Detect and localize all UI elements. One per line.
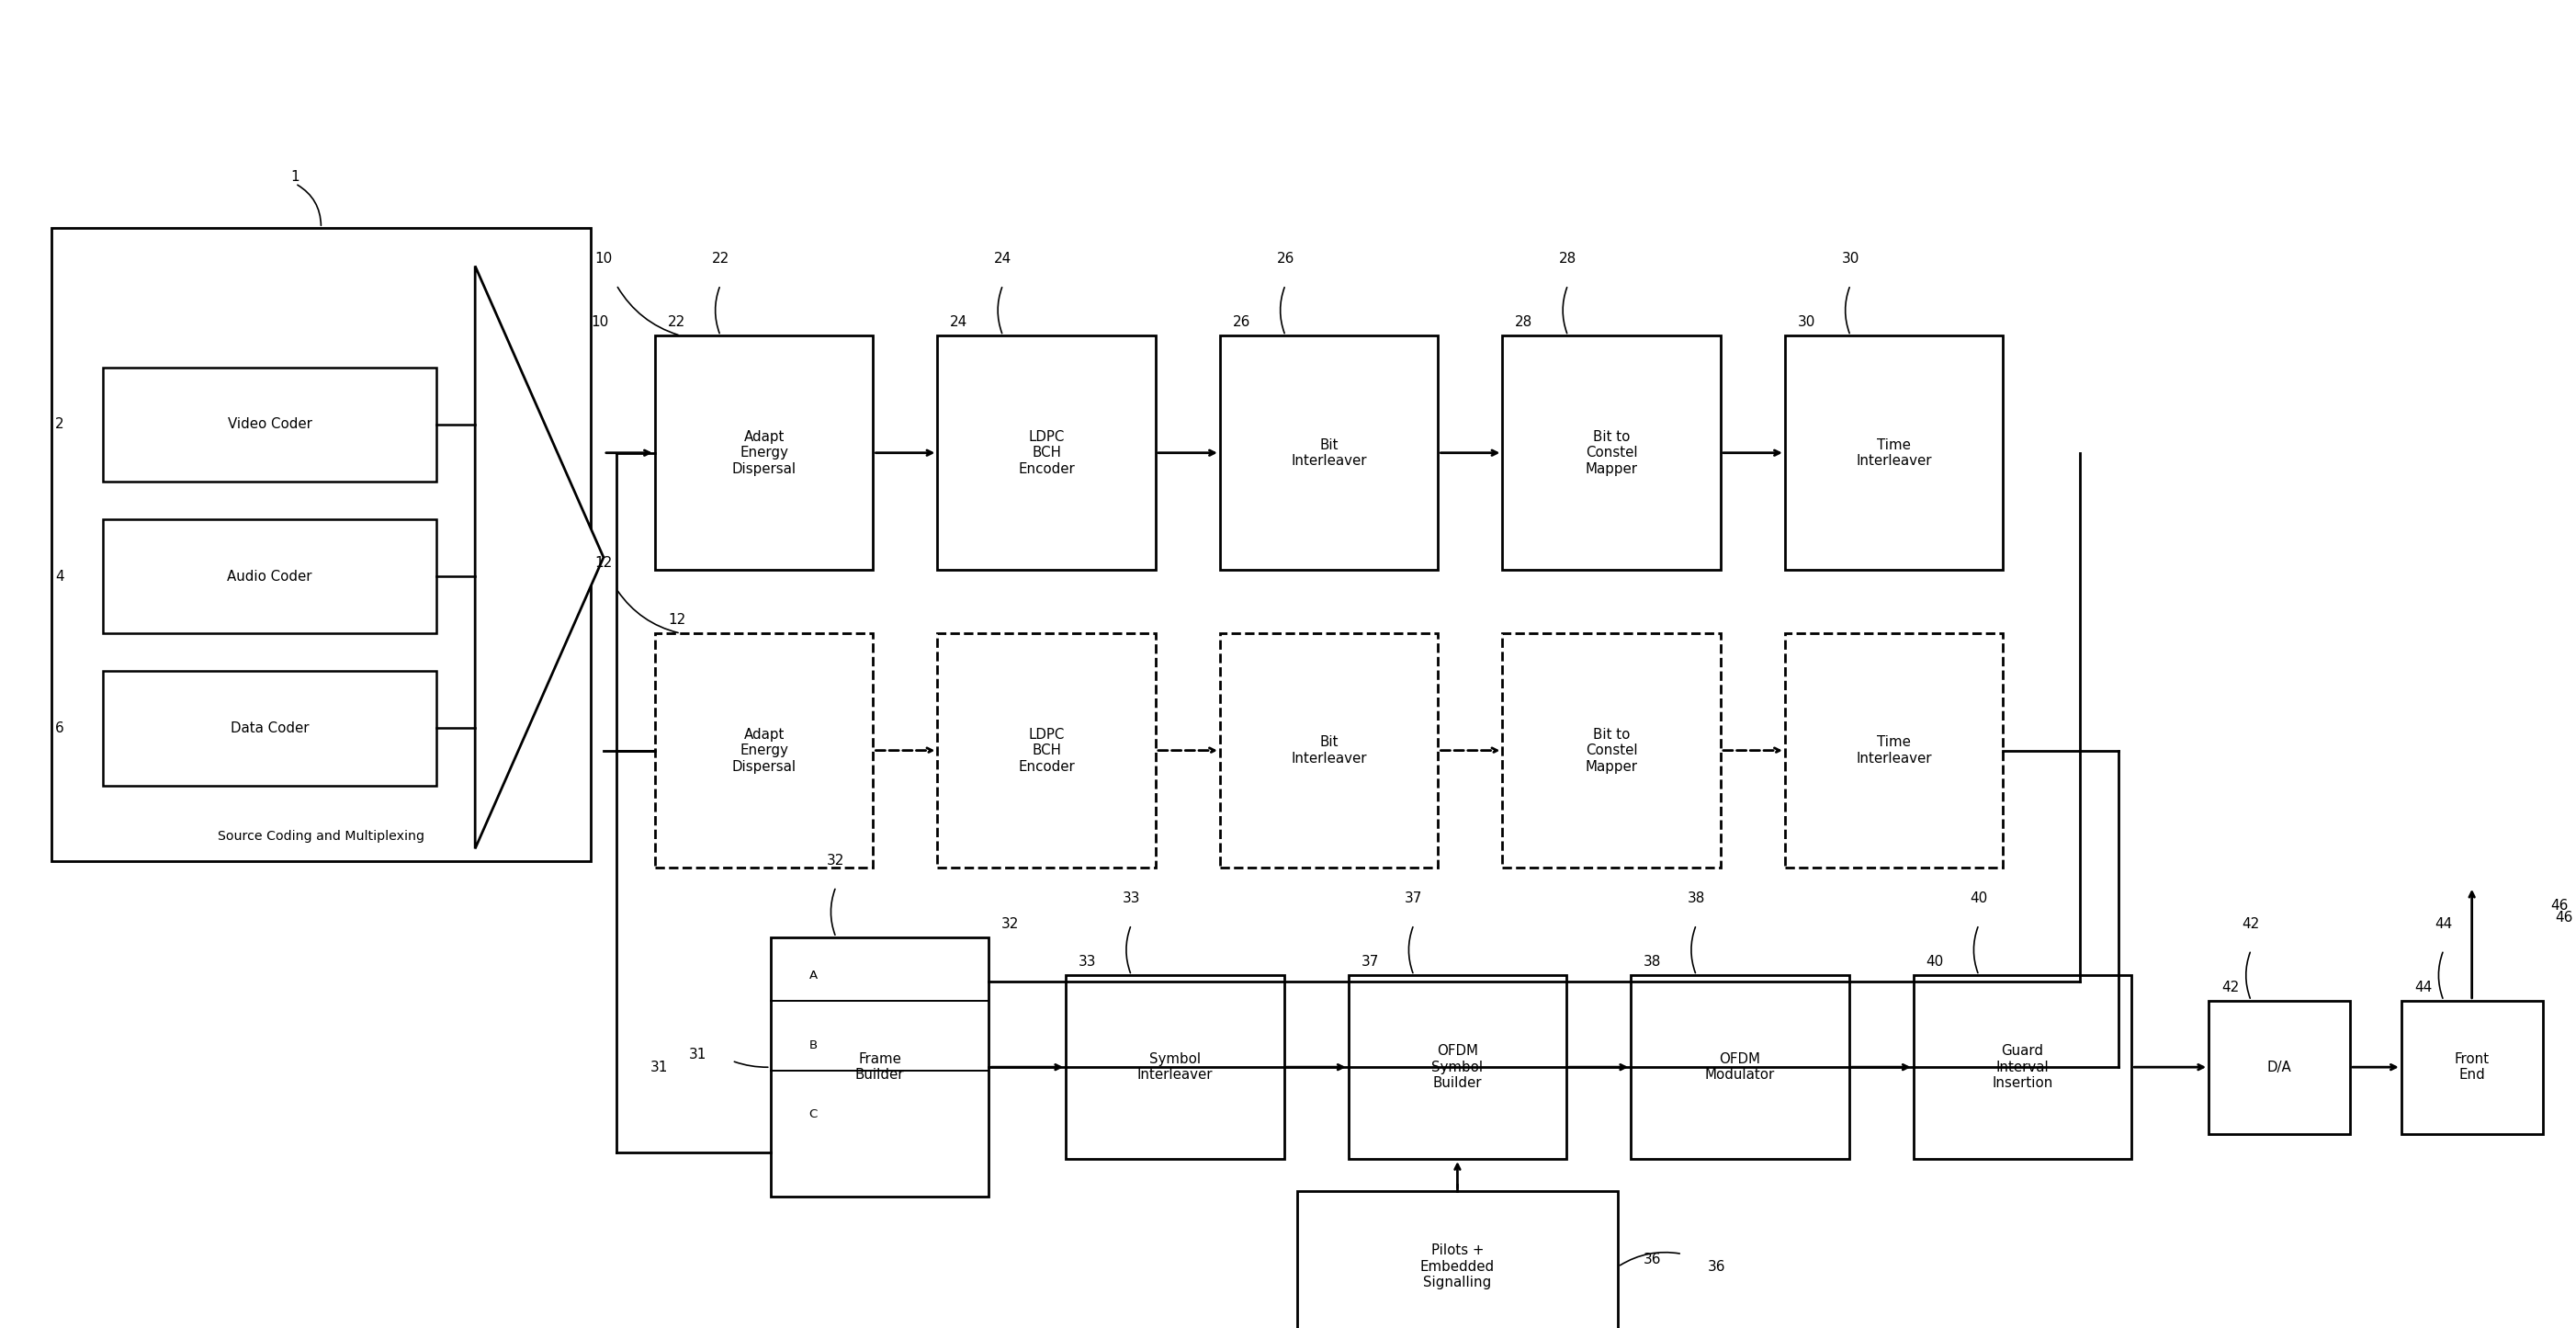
- FancyBboxPatch shape: [1502, 336, 1721, 570]
- Text: 40: 40: [1927, 955, 1945, 969]
- Text: D/A: D/A: [2267, 1060, 2293, 1074]
- Text: 32: 32: [1002, 918, 1020, 931]
- Text: Time
Interleaver: Time Interleaver: [1857, 438, 1932, 467]
- FancyBboxPatch shape: [1785, 633, 2004, 867]
- Text: 4: 4: [54, 570, 64, 583]
- Text: Video Coder: Video Coder: [227, 417, 312, 432]
- FancyBboxPatch shape: [1785, 336, 2004, 570]
- FancyBboxPatch shape: [1296, 1191, 1618, 1328]
- Text: 28: 28: [1558, 252, 1577, 266]
- Text: 28: 28: [1515, 316, 1533, 329]
- Text: 26: 26: [1234, 316, 1249, 329]
- Text: 10: 10: [595, 252, 613, 266]
- FancyBboxPatch shape: [1221, 633, 1437, 867]
- Text: 40: 40: [1971, 892, 1989, 906]
- Text: Bit to
Constel
Mapper: Bit to Constel Mapper: [1584, 728, 1638, 773]
- Text: Symbol
Interleaver: Symbol Interleaver: [1136, 1052, 1213, 1082]
- Text: OFDM
Symbol
Builder: OFDM Symbol Builder: [1432, 1044, 1484, 1090]
- Text: OFDM
Modulator: OFDM Modulator: [1705, 1052, 1775, 1082]
- Text: 2: 2: [54, 417, 64, 432]
- FancyBboxPatch shape: [654, 336, 873, 570]
- FancyBboxPatch shape: [1066, 975, 1283, 1159]
- Text: 38: 38: [1687, 892, 1705, 906]
- Text: 44: 44: [2434, 918, 2452, 931]
- Text: 10: 10: [590, 316, 608, 329]
- FancyBboxPatch shape: [1221, 336, 1437, 570]
- FancyBboxPatch shape: [1631, 975, 1850, 1159]
- Text: Guard
Interval
Insertion: Guard Interval Insertion: [1991, 1044, 2053, 1090]
- Text: 12: 12: [667, 614, 685, 627]
- Text: Time
Interleaver: Time Interleaver: [1857, 736, 1932, 765]
- Text: A: A: [809, 969, 817, 981]
- Text: 37: 37: [1360, 955, 1378, 969]
- Text: 33: 33: [1123, 892, 1141, 906]
- Text: Bit to
Constel
Mapper: Bit to Constel Mapper: [1584, 430, 1638, 475]
- Text: 33: 33: [1079, 955, 1097, 969]
- FancyBboxPatch shape: [1347, 975, 1566, 1159]
- Text: Adapt
Energy
Dispersal: Adapt Energy Dispersal: [732, 430, 796, 475]
- Text: 31: 31: [649, 1060, 667, 1074]
- Text: 44: 44: [2414, 980, 2432, 995]
- Text: 1: 1: [291, 170, 299, 183]
- FancyBboxPatch shape: [103, 672, 435, 785]
- FancyBboxPatch shape: [654, 633, 873, 867]
- Text: Bit
Interleaver: Bit Interleaver: [1291, 736, 1368, 765]
- Text: 22: 22: [667, 316, 685, 329]
- Text: Data Coder: Data Coder: [229, 721, 309, 736]
- FancyBboxPatch shape: [1914, 975, 2130, 1159]
- Text: Source Coding and Multiplexing: Source Coding and Multiplexing: [216, 830, 425, 842]
- Text: LDPC
BCH
Encoder: LDPC BCH Encoder: [1018, 728, 1074, 773]
- Text: 46: 46: [2555, 911, 2573, 924]
- Text: 46: 46: [2550, 899, 2568, 912]
- Text: 32: 32: [827, 854, 845, 867]
- FancyBboxPatch shape: [938, 633, 1157, 867]
- FancyBboxPatch shape: [2208, 1001, 2349, 1134]
- FancyBboxPatch shape: [2401, 1001, 2543, 1134]
- Polygon shape: [474, 266, 603, 849]
- FancyBboxPatch shape: [103, 519, 435, 633]
- Text: 30: 30: [1842, 252, 1860, 266]
- Text: 26: 26: [1278, 252, 1293, 266]
- Text: 31: 31: [688, 1048, 706, 1061]
- Text: Frame
Builder: Frame Builder: [855, 1052, 904, 1082]
- Text: 36: 36: [1708, 1260, 1726, 1274]
- FancyBboxPatch shape: [938, 336, 1157, 570]
- Text: 37: 37: [1404, 892, 1422, 906]
- FancyBboxPatch shape: [103, 368, 435, 481]
- Text: C: C: [809, 1109, 817, 1121]
- Text: Front
End: Front End: [2455, 1052, 2488, 1082]
- FancyBboxPatch shape: [52, 228, 590, 862]
- Text: 24: 24: [951, 316, 969, 329]
- FancyBboxPatch shape: [770, 938, 989, 1197]
- Text: 38: 38: [1643, 955, 1662, 969]
- Text: Pilots +
Embedded
Signalling: Pilots + Embedded Signalling: [1419, 1244, 1494, 1289]
- Text: 30: 30: [1798, 316, 1816, 329]
- Text: 6: 6: [54, 721, 64, 736]
- FancyBboxPatch shape: [1502, 633, 1721, 867]
- Text: 42: 42: [2221, 980, 2239, 995]
- Text: 42: 42: [2241, 918, 2259, 931]
- Text: LDPC
BCH
Encoder: LDPC BCH Encoder: [1018, 430, 1074, 475]
- Text: 24: 24: [994, 252, 1012, 266]
- Text: B: B: [809, 1038, 817, 1050]
- Text: Audio Coder: Audio Coder: [227, 570, 312, 583]
- Text: Adapt
Energy
Dispersal: Adapt Energy Dispersal: [732, 728, 796, 773]
- Text: 12: 12: [595, 556, 613, 570]
- Text: Bit
Interleaver: Bit Interleaver: [1291, 438, 1368, 467]
- Text: 36: 36: [1643, 1252, 1662, 1267]
- Text: 22: 22: [711, 252, 729, 266]
